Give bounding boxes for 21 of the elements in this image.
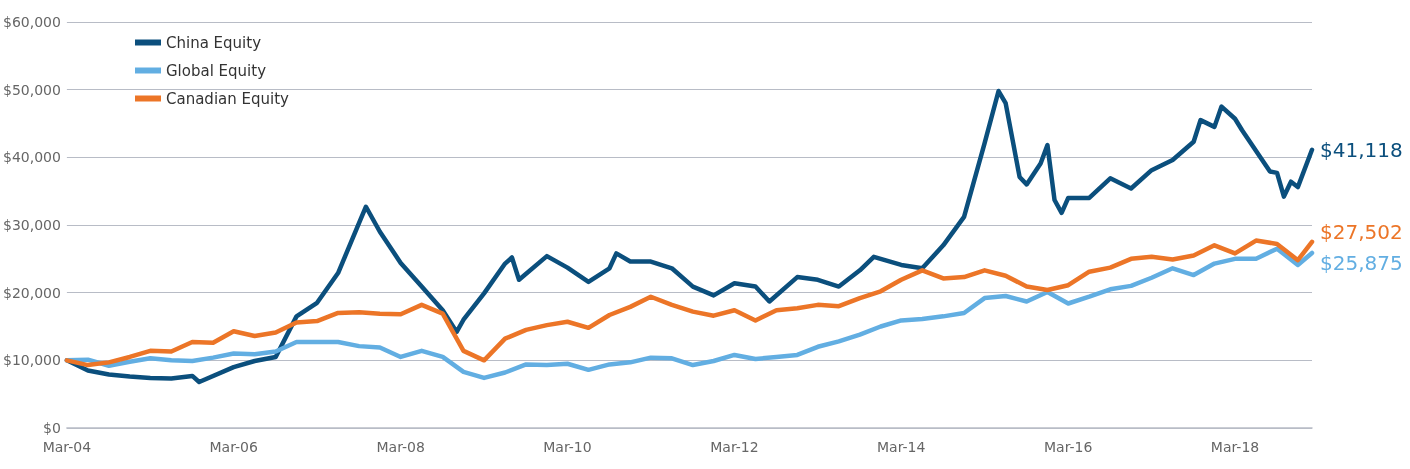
data-label: $25,875 bbox=[1320, 250, 1403, 275]
x-tick-label: Mar-08 bbox=[376, 439, 425, 455]
y-tick-label: $60,000 bbox=[2, 14, 61, 30]
y-tick-label: $20,000 bbox=[2, 284, 61, 301]
y-tick-label: $30,000 bbox=[2, 217, 61, 233]
x-tick-label: Mar-06 bbox=[209, 439, 258, 455]
x-tick-label: Mar-14 bbox=[877, 439, 926, 455]
y-tick-label: $10,000 bbox=[2, 352, 61, 369]
x-tick-label: Mar-12 bbox=[710, 439, 759, 455]
legend-label: Canadian Equity bbox=[166, 89, 290, 108]
x-tick-label: Mar-18 bbox=[1210, 439, 1260, 455]
y-tick-label: $40,000 bbox=[2, 149, 61, 166]
legend-label: Global Equity bbox=[166, 61, 267, 80]
data-label: $41,118 bbox=[1320, 137, 1403, 162]
data-label: $27,502 bbox=[1320, 219, 1403, 244]
y-tick-label: $0 bbox=[43, 420, 61, 436]
x-tick-label: Mar-16 bbox=[1044, 439, 1093, 455]
legend-label: China Equity bbox=[166, 33, 262, 52]
x-tick-label: Mar-10 bbox=[543, 439, 592, 455]
y-tick-label: $50,000 bbox=[2, 81, 61, 98]
x-tick-label: Mar-04 bbox=[42, 439, 92, 455]
